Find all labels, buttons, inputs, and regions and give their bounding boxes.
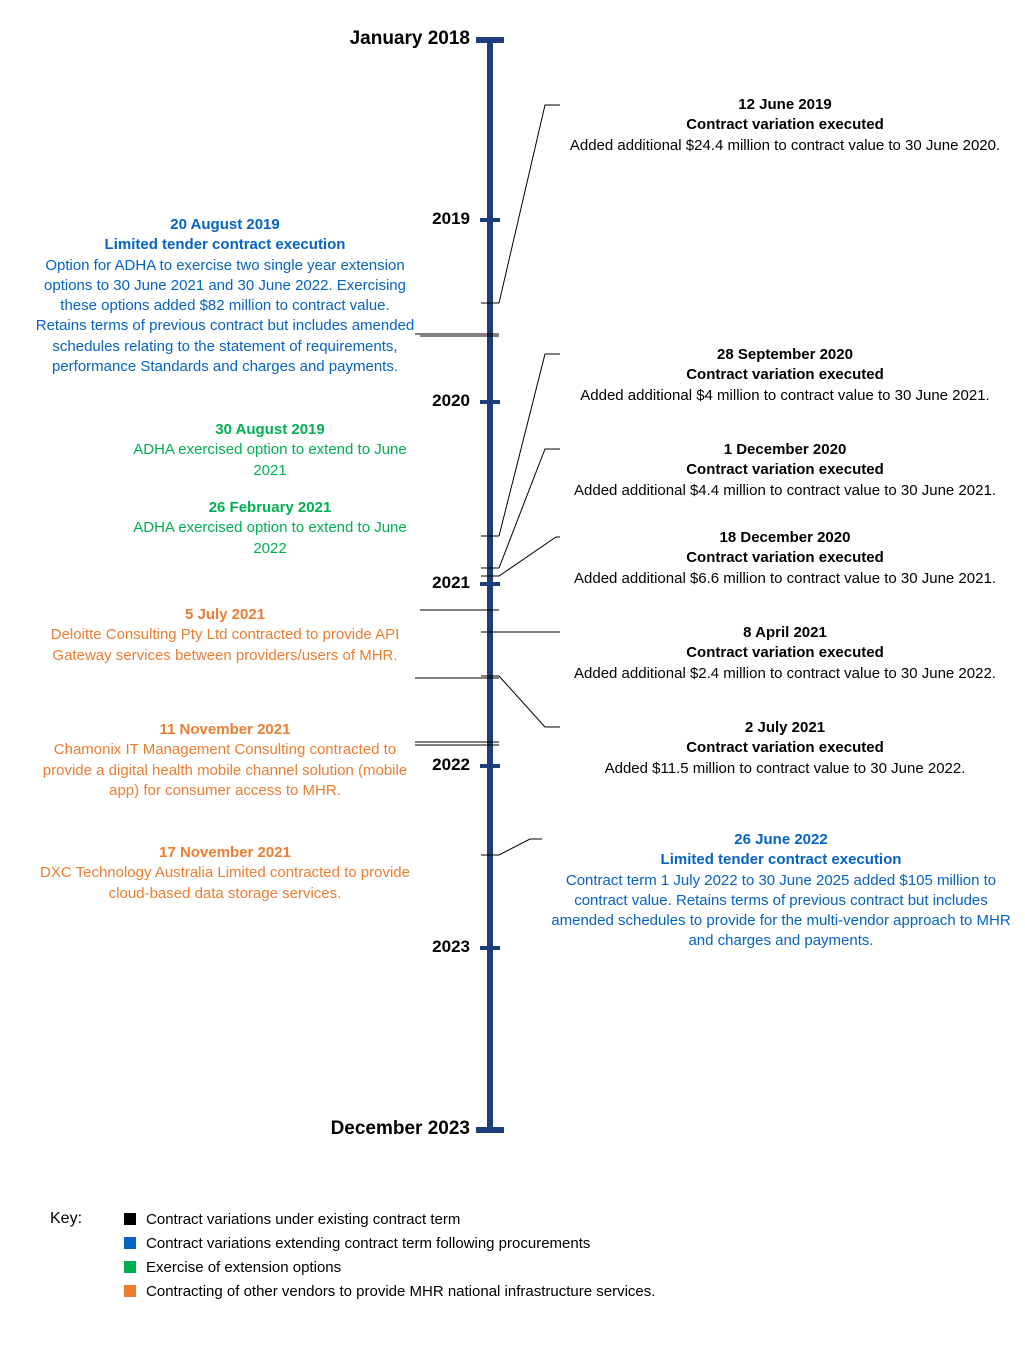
event-body: Chamonix IT Management Consulting contra… (35, 740, 415, 801)
legend-text: Contract variations extending contract t… (146, 1235, 590, 1252)
event-date: 26 June 2022 (542, 830, 1020, 850)
event-body: DXC Technology Australia Limited contrac… (35, 863, 415, 904)
ev-11nov2021: 11 November 2021Chamonix IT Management C… (35, 720, 415, 801)
event-date: 30 August 2019 (120, 420, 420, 440)
event-date: 11 November 2021 (35, 720, 415, 740)
ev-26feb2021: 26 February 2021ADHA exercised option to… (120, 498, 420, 559)
legend: Key: Contract variations under existing c… (50, 1210, 655, 1306)
ev-2jul2021: 2 July 2021Contract variation executedAd… (560, 718, 1010, 779)
ev-17nov2021: 17 November 2021DXC Technology Australia… (35, 843, 415, 904)
event-heading: Contract variation executed (560, 115, 1010, 135)
year-label: 2022 (432, 755, 470, 775)
event-date: 2 July 2021 (560, 718, 1010, 738)
event-body: Contract term 1 July 2022 to 30 June 202… (542, 871, 1020, 952)
event-body: Added additional $24.4 million to contra… (560, 136, 1010, 156)
event-date: 5 July 2021 (35, 605, 415, 625)
ev-5jul2021: 5 July 2021Deloitte Consulting Pty Ltd c… (35, 605, 415, 666)
ev-30aug2019: 30 August 2019ADHA exercised option to e… (120, 420, 420, 481)
event-body: Added additional $4 million to contract … (560, 386, 1010, 406)
year-label: 2023 (432, 937, 470, 957)
event-date: 17 November 2021 (35, 843, 415, 863)
year-label: 2021 (432, 573, 470, 593)
legend-swatch (124, 1261, 136, 1273)
legend-swatch (124, 1213, 136, 1225)
event-date: 1 December 2020 (560, 440, 1010, 460)
event-body: ADHA exercised option to extend to June … (120, 518, 420, 559)
axis-start-label: January 2018 (350, 28, 470, 50)
ev-20aug2019: 20 August 2019Limited tender contract ex… (35, 215, 415, 377)
timeline-diagram: January 2018 December 2023 2019 2020 2021 202… (0, 0, 1025, 1346)
legend-text: Contracting of other vendors to provide … (146, 1283, 655, 1300)
event-date: 26 February 2021 (120, 498, 420, 518)
ev-18dec2020: 18 December 2020Contract variation execu… (560, 528, 1010, 589)
event-heading: Contract variation executed (560, 460, 1010, 480)
event-body: Added additional $4.4 million to contrac… (560, 481, 1010, 501)
event-heading: Limited tender contract execution (542, 850, 1020, 870)
legend-swatch (124, 1285, 136, 1297)
event-body: ADHA exercised option to extend to June … (120, 440, 420, 481)
legend-text: Exercise of extension options (146, 1259, 341, 1276)
event-body: Added additional $6.6 million to contrac… (560, 569, 1010, 589)
event-date: 28 September 2020 (560, 345, 1010, 365)
event-body: Added $11.5 million to contract value to… (560, 759, 1010, 779)
ev-12jun2019: 12 June 2019Contract variation executedA… (560, 95, 1010, 156)
ev-26jun2022: 26 June 2022Limited tender contract exec… (542, 830, 1020, 952)
event-date: 20 August 2019 (35, 215, 415, 235)
event-heading: Contract variation executed (560, 365, 1010, 385)
year-label: 2020 (432, 391, 470, 411)
event-body: Added additional $2.4 million to contrac… (560, 664, 1010, 684)
event-date: 8 April 2021 (560, 623, 1010, 643)
legend-swatch (124, 1237, 136, 1249)
event-body: Deloitte Consulting Pty Ltd contracted t… (35, 625, 415, 666)
year-label: 2019 (432, 209, 470, 229)
legend-text: Contract variations under existing contr… (146, 1211, 460, 1228)
event-heading: Contract variation executed (560, 548, 1010, 568)
event-date: 12 June 2019 (560, 95, 1010, 115)
event-date: 18 December 2020 (560, 528, 1010, 548)
event-heading: Contract variation executed (560, 643, 1010, 663)
ev-1dec2020: 1 December 2020Contract variation execut… (560, 440, 1010, 501)
event-heading: Contract variation executed (560, 738, 1010, 758)
legend-key-label: Key: (50, 1210, 82, 1228)
ev-8apr2021: 8 April 2021Contract variation executedA… (560, 623, 1010, 684)
ev-28sep2020: 28 September 2020Contract variation exec… (560, 345, 1010, 406)
event-heading: Limited tender contract execution (35, 235, 415, 255)
event-body: Option for ADHA to exercise two single y… (35, 256, 415, 378)
axis-end-label: December 2023 (331, 1118, 470, 1140)
